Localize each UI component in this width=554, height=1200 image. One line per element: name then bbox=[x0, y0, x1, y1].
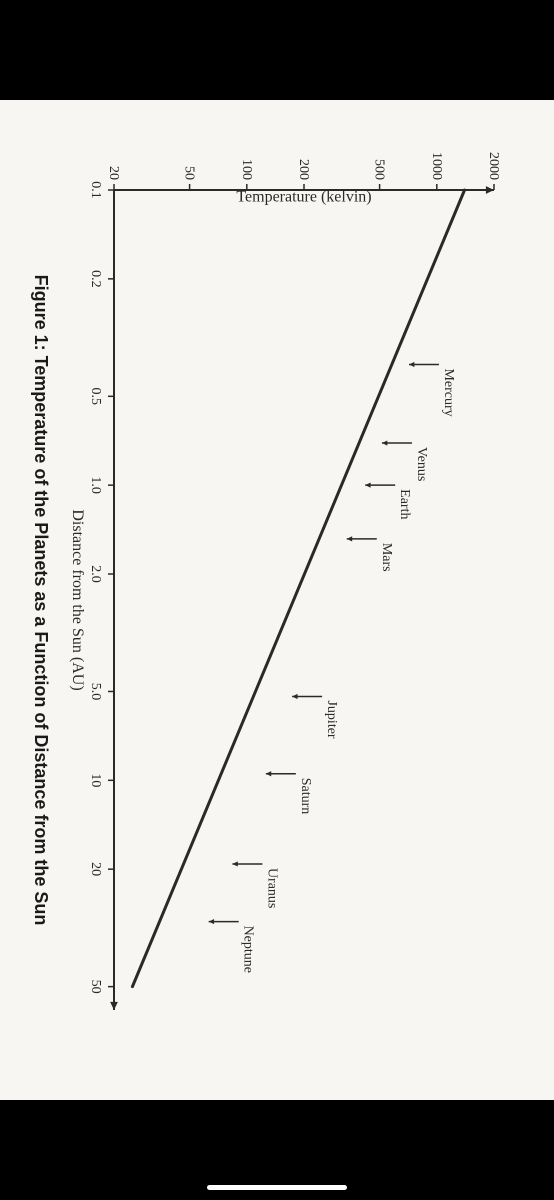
x-tick-label: 10 bbox=[88, 773, 103, 787]
planet-label: Mars bbox=[379, 543, 394, 572]
x-axis-label: Distance from the Sun (AU) bbox=[68, 509, 86, 690]
y-tick-label: 1000 bbox=[429, 152, 444, 180]
temperature-line bbox=[132, 190, 464, 987]
planet-label: Venus bbox=[414, 447, 429, 481]
planet-label: Neptune bbox=[241, 926, 256, 973]
y-axis-label: Temperature (kelvin) bbox=[236, 189, 371, 207]
y-tick-label: 2000 bbox=[486, 152, 501, 180]
planet-label: Saturn bbox=[298, 778, 313, 815]
planet-label: Earth bbox=[397, 489, 412, 519]
x-tick-label: 1.0 bbox=[88, 476, 103, 494]
chart-area: Temperature (kelvin) Distance from the S… bbox=[114, 190, 494, 1010]
document-page: Temperature (kelvin) Distance from the S… bbox=[0, 100, 554, 1100]
planet-label: Mercury bbox=[441, 368, 456, 416]
page-root: Temperature (kelvin) Distance from the S… bbox=[0, 0, 554, 1200]
y-tick-label: 500 bbox=[372, 159, 387, 180]
x-tick-label: 0.1 bbox=[88, 181, 103, 199]
x-tick-label: 0.5 bbox=[88, 388, 103, 406]
x-tick-label: 2.0 bbox=[88, 565, 103, 583]
x-tick-label: 5.0 bbox=[88, 683, 103, 701]
y-tick-label: 50 bbox=[182, 166, 197, 180]
y-tick-label: 100 bbox=[239, 159, 254, 180]
x-tick-label: 0.2 bbox=[88, 270, 103, 288]
figure-caption: Figure 1: Temperature of the Planets as … bbox=[30, 100, 51, 1100]
planet-label: Jupiter bbox=[324, 700, 339, 738]
y-tick-label: 20 bbox=[106, 166, 121, 180]
chart-svg: 2050100200500100020000.10.20.51.02.05.01… bbox=[114, 190, 494, 1010]
home-indicator bbox=[207, 1185, 347, 1190]
x-tick-label: 50 bbox=[88, 980, 103, 994]
x-tick-label: 20 bbox=[88, 862, 103, 876]
planet-label: Uranus bbox=[264, 868, 279, 908]
y-tick-label: 200 bbox=[296, 159, 311, 180]
